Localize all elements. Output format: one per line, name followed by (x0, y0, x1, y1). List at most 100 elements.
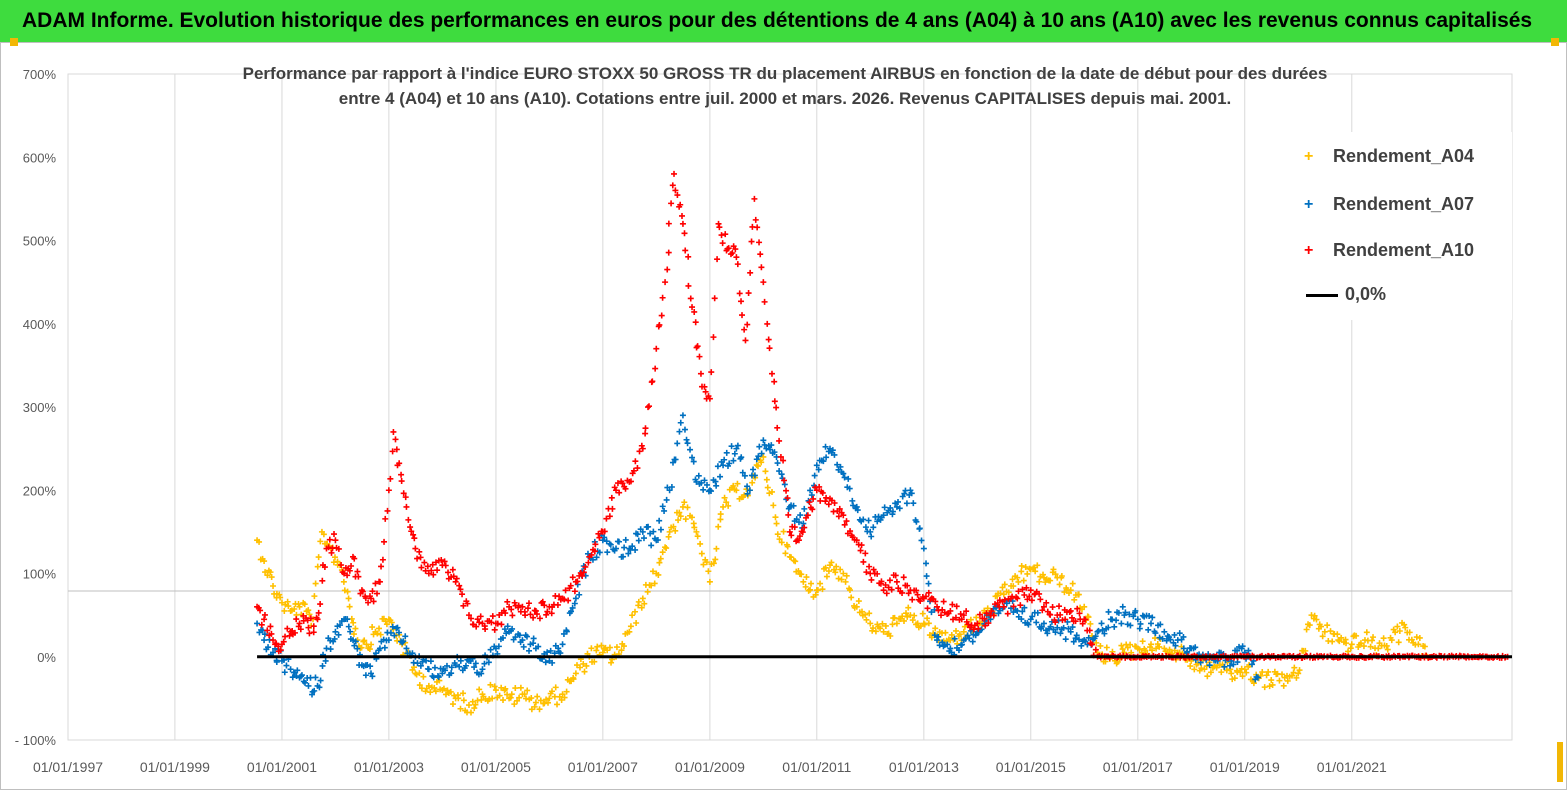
data-marker (430, 674, 437, 681)
data-marker (942, 629, 949, 636)
y-tick-label: 600% (23, 150, 57, 165)
data-marker (1115, 609, 1122, 616)
data-marker (579, 572, 586, 579)
data-point (519, 637, 526, 644)
corner-handle-top-left[interactable] (10, 38, 18, 46)
data-point (1067, 587, 1074, 594)
data-marker (514, 697, 521, 704)
data-marker (695, 472, 702, 479)
data-marker (758, 459, 765, 466)
data-marker (869, 625, 876, 632)
data-point (1134, 616, 1141, 623)
data-marker (595, 530, 602, 537)
corner-handle-top-right[interactable] (1551, 38, 1559, 46)
data-marker (963, 608, 970, 615)
data-marker (739, 312, 746, 319)
corner-handle-bottom-right[interactable] (1557, 742, 1563, 782)
data-point (1000, 603, 1007, 610)
data-point (773, 520, 780, 527)
data-marker (315, 554, 322, 561)
data-marker (267, 569, 274, 576)
data-point (934, 637, 941, 644)
data-marker (1269, 681, 1276, 688)
data-point (639, 528, 646, 535)
data-marker (997, 590, 1004, 597)
data-marker (1239, 673, 1246, 680)
data-marker (491, 626, 498, 633)
data-marker (328, 549, 335, 556)
data-marker (1047, 611, 1054, 618)
data-marker (499, 634, 506, 641)
data-point (786, 528, 793, 535)
data-marker (761, 298, 768, 305)
data-marker (698, 550, 705, 557)
data-marker (1204, 673, 1211, 680)
data-marker (1057, 630, 1064, 637)
data-marker (806, 499, 813, 506)
data-marker (1265, 668, 1272, 675)
data-marker (307, 615, 314, 622)
data-marker (370, 598, 377, 605)
data-marker (536, 706, 543, 713)
data-marker (552, 684, 559, 691)
data-marker (716, 224, 723, 231)
data-marker (431, 684, 438, 691)
data-marker (684, 440, 691, 447)
data-marker (795, 519, 802, 526)
data-marker (1176, 630, 1183, 637)
chart-legend: + Rendement_A04 + Rendement_A07 + Rendem… (1282, 132, 1512, 320)
data-marker (932, 625, 939, 632)
data-marker (432, 688, 439, 695)
data-point (261, 637, 268, 644)
data-point (412, 545, 419, 552)
x-tick-label: 01/01/2003 (354, 759, 424, 775)
data-marker (430, 571, 437, 578)
data-marker (711, 295, 718, 302)
data-marker (899, 589, 906, 596)
data-marker (459, 591, 466, 598)
data-marker (705, 568, 712, 575)
data-marker (1263, 672, 1270, 679)
data-marker (792, 558, 799, 565)
data-marker (310, 629, 317, 636)
data-marker (1406, 629, 1413, 636)
data-marker (889, 508, 896, 515)
data-marker (701, 477, 708, 484)
data-marker (656, 321, 663, 328)
data-marker (1062, 616, 1069, 623)
data-marker (710, 334, 717, 341)
data-marker (414, 660, 421, 667)
data-marker (520, 643, 527, 650)
data-marker (687, 295, 694, 302)
data-marker (688, 514, 695, 521)
data-marker (1231, 675, 1238, 682)
data-marker (571, 588, 578, 595)
data-marker (1336, 638, 1343, 645)
data-point (345, 595, 352, 602)
data-point (1027, 587, 1034, 594)
data-marker (264, 572, 271, 579)
data-point (947, 607, 954, 614)
data-marker (411, 535, 418, 542)
data-marker (527, 611, 534, 618)
data-marker (863, 616, 870, 623)
data-marker (315, 609, 322, 616)
data-point (1014, 595, 1021, 602)
data-marker (522, 612, 529, 619)
x-tick-label: 01/01/2017 (1103, 759, 1173, 775)
data-marker (327, 637, 334, 644)
data-marker (1157, 621, 1164, 628)
data-point (305, 682, 312, 689)
data-marker (1142, 647, 1149, 654)
data-marker (690, 458, 697, 465)
data-marker (908, 490, 915, 497)
data-point (261, 616, 268, 623)
data-marker (741, 472, 748, 479)
data-marker (487, 681, 494, 688)
data-marker (1070, 638, 1077, 645)
data-marker (384, 507, 391, 514)
data-marker (917, 598, 924, 605)
data-marker (472, 660, 479, 667)
data-marker (1033, 619, 1040, 626)
data-marker (905, 590, 912, 597)
